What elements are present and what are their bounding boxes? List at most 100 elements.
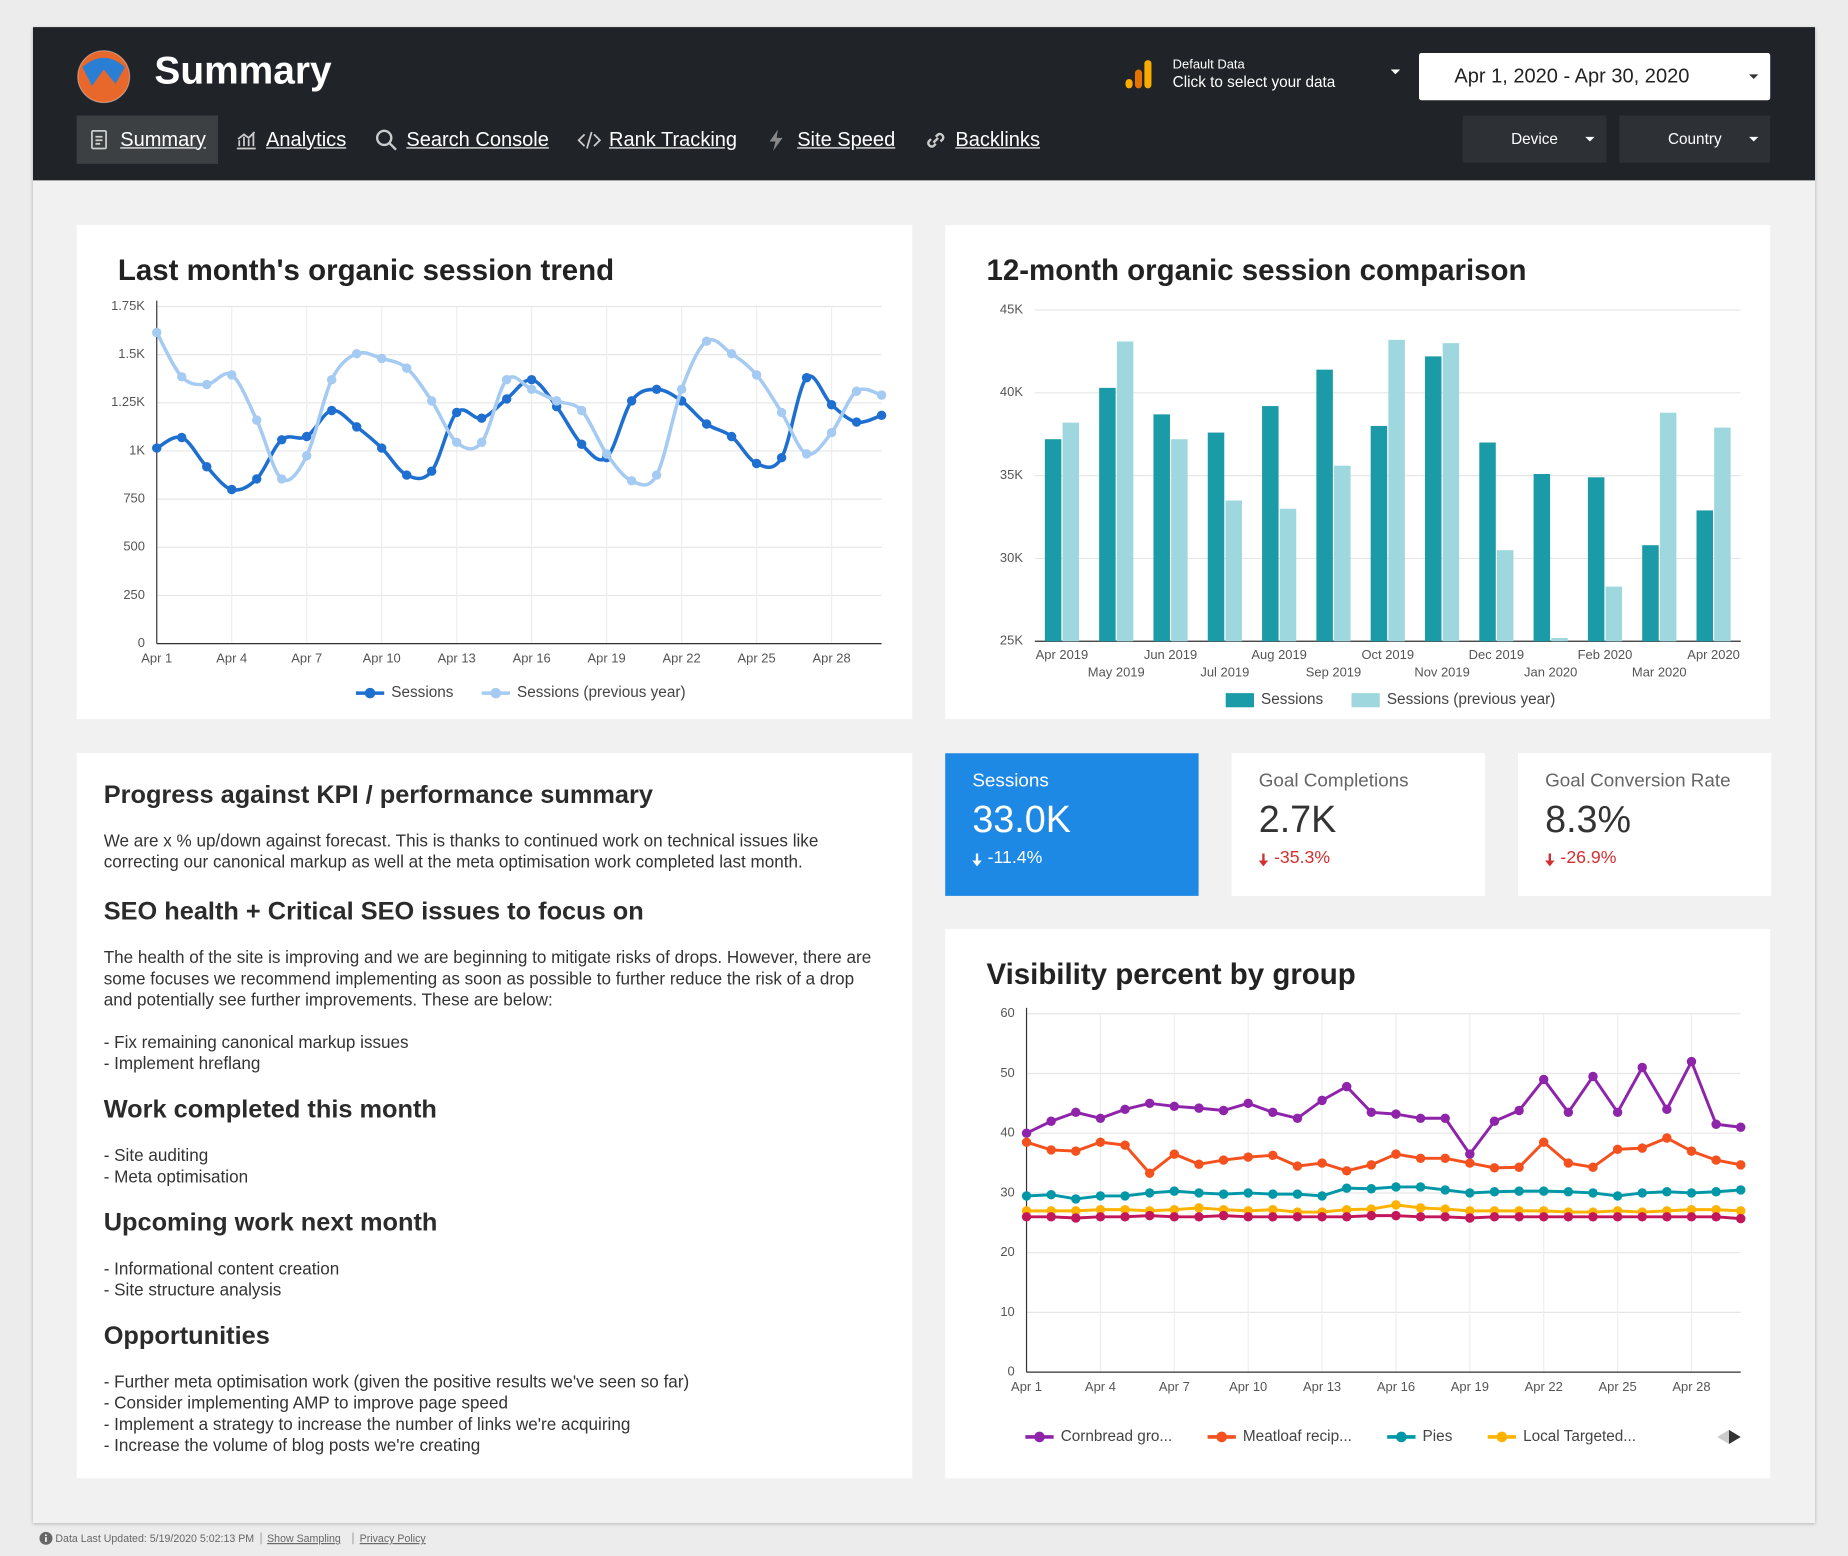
point bbox=[1711, 1119, 1721, 1129]
dropdown-arrow[interactable] bbox=[1390, 69, 1403, 77]
point bbox=[1071, 1107, 1081, 1118]
nav-item[interactable]: Backlinks bbox=[912, 116, 1052, 164]
x-tick-label: Jun 2019 bbox=[1144, 647, 1197, 662]
point bbox=[1194, 1188, 1204, 1198]
data-source-action[interactable]: Click to select your data bbox=[1172, 73, 1336, 91]
nav-item[interactable]: Analytics bbox=[222, 116, 358, 164]
x-tick-label: Apr 16 bbox=[513, 650, 551, 665]
line bbox=[1026, 1203, 1741, 1214]
x-tick-label: Apr 22 bbox=[663, 650, 701, 665]
point bbox=[1021, 1128, 1032, 1138]
x-tick-label: Apr 28 bbox=[1672, 1379, 1710, 1394]
legend-swatch bbox=[1225, 693, 1254, 708]
point bbox=[676, 384, 687, 395]
point bbox=[1686, 1146, 1697, 1156]
y-tick-label: 25K bbox=[1000, 633, 1023, 648]
point bbox=[1218, 1105, 1229, 1116]
bar bbox=[1334, 465, 1351, 642]
bar bbox=[1533, 473, 1551, 642]
point bbox=[1169, 1149, 1180, 1159]
x-tick-label: Apr 19 bbox=[1451, 1379, 1489, 1394]
nav-item[interactable]: Site Speed bbox=[754, 116, 907, 164]
logo bbox=[77, 50, 131, 104]
x-tick-label: Apr 7 bbox=[1159, 1379, 1190, 1394]
section-item: - Site structure analysis bbox=[103, 1281, 282, 1301]
point bbox=[1736, 1185, 1746, 1195]
point bbox=[202, 462, 212, 472]
legend-prev[interactable] bbox=[1717, 1429, 1729, 1445]
point bbox=[1686, 1204, 1697, 1215]
point bbox=[1341, 1081, 1352, 1092]
section-item: - Meta optimisation bbox=[103, 1168, 249, 1188]
nav-icon bbox=[375, 129, 397, 150]
legend-next[interactable] bbox=[1728, 1429, 1741, 1445]
point bbox=[326, 405, 337, 416]
point bbox=[1194, 1159, 1204, 1169]
point bbox=[1415, 1212, 1426, 1222]
point bbox=[1563, 1187, 1574, 1197]
scorecard-label: Goal Completions bbox=[1258, 770, 1409, 791]
point bbox=[1415, 1113, 1426, 1123]
point bbox=[576, 405, 587, 416]
point bbox=[1169, 1101, 1180, 1112]
footer-link[interactable]: Show Sampling bbox=[260, 1532, 347, 1545]
chart: Last month's organic session trend 0 250 50… bbox=[111, 254, 887, 701]
point bbox=[1144, 1210, 1155, 1221]
y-tick-label: 50 bbox=[1000, 1065, 1014, 1080]
point bbox=[1194, 1203, 1204, 1213]
point bbox=[476, 437, 487, 448]
x-tick-label: Apr 2019 bbox=[1036, 647, 1089, 662]
y-tick-label: 30K bbox=[1000, 550, 1023, 565]
report-section: Work completed this month - Site auditing… bbox=[104, 1093, 885, 1188]
legend-swatch bbox=[1496, 1431, 1508, 1443]
nav-item[interactable]: Search Console bbox=[363, 116, 561, 164]
legend-label: Sessions (previous year) bbox=[1387, 691, 1556, 708]
point bbox=[1440, 1113, 1450, 1123]
y-tick-label: 0 bbox=[1008, 1364, 1015, 1379]
nav-item[interactable]: Rank Tracking bbox=[565, 116, 748, 164]
point bbox=[1243, 1188, 1253, 1198]
filter[interactable]: Device bbox=[1462, 115, 1607, 163]
line bbox=[1026, 1214, 1741, 1221]
section-heading: SEO health + Critical SEO issues to focu… bbox=[103, 897, 644, 926]
point bbox=[351, 422, 362, 432]
point bbox=[1588, 1071, 1598, 1082]
bar bbox=[1587, 477, 1605, 642]
report-text: Progress against KPI / performance summa… bbox=[76, 753, 913, 1479]
bar bbox=[1370, 425, 1388, 642]
point bbox=[1120, 1212, 1130, 1222]
filter[interactable]: Country bbox=[1619, 115, 1771, 163]
point bbox=[1243, 1098, 1253, 1109]
point bbox=[1588, 1212, 1598, 1222]
bar bbox=[1642, 545, 1659, 642]
bar bbox=[1153, 414, 1170, 642]
bar bbox=[1316, 369, 1333, 642]
x-tick-label: Apr 1 bbox=[1011, 1379, 1042, 1394]
nav-icon bbox=[91, 129, 107, 149]
point bbox=[1662, 1104, 1672, 1115]
footer-link[interactable]: Privacy Policy bbox=[352, 1532, 432, 1545]
point bbox=[1366, 1184, 1377, 1194]
panel: Last month's organic session trend 0 250 50… bbox=[76, 225, 913, 720]
point bbox=[1169, 1186, 1180, 1196]
point bbox=[1144, 1168, 1155, 1178]
chart-title: 12-month organic session comparison bbox=[986, 254, 1526, 287]
point bbox=[701, 336, 712, 346]
nav-label: Analytics bbox=[266, 127, 347, 151]
point bbox=[1391, 1109, 1401, 1119]
point bbox=[1071, 1213, 1081, 1223]
point bbox=[1095, 1212, 1106, 1222]
y-tick-label: 10 bbox=[1000, 1304, 1014, 1319]
bar bbox=[1262, 406, 1279, 642]
legend-label: Local Targeted... bbox=[1523, 1428, 1636, 1445]
x-tick-label: Jan 2020 bbox=[1524, 665, 1577, 680]
point bbox=[1120, 1191, 1130, 1201]
point bbox=[1736, 1206, 1746, 1216]
x-tick-label: Apr 4 bbox=[216, 650, 247, 665]
x-tick-label: Apr 7 bbox=[291, 650, 322, 665]
x-tick-label: Apr 25 bbox=[738, 650, 776, 665]
legend-label: Sessions bbox=[1261, 691, 1323, 708]
x-tick-label: Mar 2020 bbox=[1632, 665, 1687, 680]
date-range[interactable]: Apr 1, 2020 - Apr 30, 2020 bbox=[1418, 53, 1771, 101]
nav-item[interactable]: Summary bbox=[76, 115, 218, 164]
